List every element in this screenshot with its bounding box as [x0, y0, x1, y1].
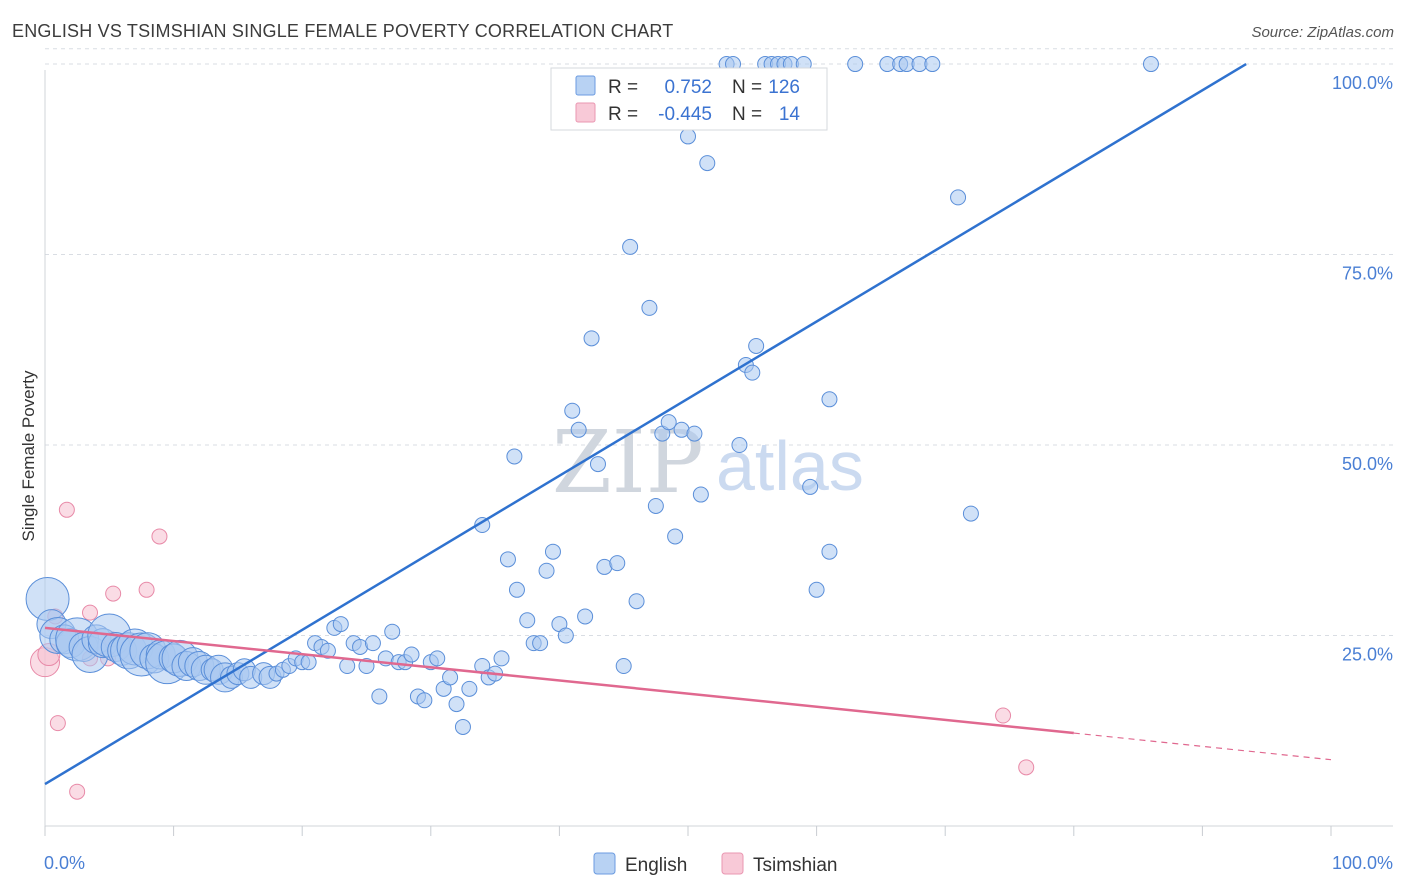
english-point	[564, 402, 581, 419]
english-point	[384, 623, 401, 640]
english-point	[924, 56, 941, 73]
english-point	[1142, 56, 1159, 73]
english-point	[583, 330, 600, 347]
legend-tsimshian-r-value: -0.445	[658, 104, 712, 125]
y-axis-label: Single Female Poverty	[19, 370, 38, 542]
english-trend-line	[44, 62, 1247, 786]
tsimshian-points	[30, 501, 1035, 800]
y-tick-label: 25.0%	[1342, 645, 1393, 665]
english-point	[821, 391, 838, 408]
english-point	[416, 692, 433, 709]
y-tick-labels: 25.0% 50.0% 75.0% 100.0%	[1332, 73, 1393, 664]
y-tick-label: 75.0%	[1342, 264, 1393, 284]
english-point	[622, 238, 639, 255]
tsimshian-point	[151, 528, 168, 545]
legend-tsimshian-swatch	[575, 102, 596, 123]
tsimshian-point	[105, 585, 122, 602]
y-tick-label: 50.0%	[1342, 454, 1393, 474]
english-point	[339, 657, 356, 674]
tsimshian-point	[1018, 759, 1035, 776]
english-point	[448, 696, 465, 713]
tsimshian-trend-line-extension	[1073, 732, 1332, 761]
english-point	[686, 425, 703, 442]
legend-english-r-value: 0.752	[664, 77, 712, 98]
english-points	[25, 56, 1159, 735]
tsimshian-trend-line	[44, 626, 1074, 735]
english-point	[660, 414, 677, 431]
english-point	[557, 627, 574, 644]
legend-stats: R = 0.752 N = 126 R = -0.445 N = 14	[550, 67, 828, 131]
english-point	[332, 616, 349, 633]
trend-lines	[44, 62, 1332, 786]
tsimshian-point	[82, 604, 99, 621]
english-point	[371, 688, 388, 705]
legend-tsimshian-n-value: 14	[779, 104, 801, 125]
english-point	[680, 128, 696, 145]
bottom-legend-english-label[interactable]: English	[625, 855, 687, 876]
gridlines	[45, 48, 1393, 637]
legend-english-n-label: N =	[732, 77, 762, 98]
legend-tsimshian-r-label: R =	[608, 104, 638, 125]
english-point	[403, 646, 420, 663]
english-point	[641, 299, 658, 316]
english-point	[628, 593, 645, 610]
english-point	[461, 680, 478, 697]
english-point	[577, 608, 594, 625]
english-point	[300, 654, 317, 671]
bottom-legend-tsimshian-swatch[interactable]	[721, 852, 744, 875]
english-point	[519, 612, 536, 629]
legend-english-n-value: 126	[768, 77, 800, 98]
tsimshian-point	[69, 783, 86, 800]
english-point	[429, 650, 446, 667]
english-point	[609, 555, 626, 572]
legend-tsimshian-n-label: N =	[732, 104, 762, 125]
english-point	[364, 635, 381, 652]
bottom-legend-english-swatch[interactable]	[593, 852, 616, 875]
english-point	[808, 581, 825, 598]
english-point	[692, 486, 709, 503]
english-point	[454, 718, 471, 735]
chart-title: ENGLISH VS TSIMSHIAN SINGLE FEMALE POVER…	[12, 21, 674, 41]
bottom-legend-tsimshian-label[interactable]: Tsimshian	[753, 855, 837, 876]
english-point	[821, 543, 838, 560]
english-point	[532, 635, 549, 652]
x-ticks	[44, 826, 1332, 836]
english-point	[950, 189, 967, 206]
english-point	[667, 528, 684, 545]
english-point	[615, 657, 632, 674]
english-point	[442, 669, 459, 686]
english-point	[499, 551, 516, 568]
y-tick-label: 100.0%	[1332, 73, 1393, 93]
english-point	[570, 421, 587, 438]
legend-series: English Tsimshian	[593, 852, 837, 876]
english-point	[748, 337, 765, 354]
english-point	[647, 497, 664, 514]
english-point	[847, 56, 864, 73]
legend-english-swatch	[575, 75, 596, 96]
english-point	[589, 456, 606, 473]
english-point	[319, 642, 336, 659]
english-point	[506, 448, 523, 465]
english-point	[699, 155, 716, 172]
english-point	[744, 364, 761, 381]
x-tick-label-min: 0.0%	[44, 853, 85, 873]
axes	[44, 70, 1393, 827]
source-label: Source: ZipAtlas.com	[1251, 24, 1394, 41]
tsimshian-point	[58, 501, 75, 518]
english-point	[544, 543, 561, 560]
english-point	[508, 581, 525, 598]
x-tick-label-max: 100.0%	[1332, 853, 1393, 873]
english-point	[493, 650, 510, 667]
english-point	[731, 437, 748, 454]
english-point	[538, 562, 555, 579]
tsimshian-point	[49, 715, 66, 732]
english-point	[962, 505, 979, 522]
tsimshian-point	[995, 707, 1012, 724]
legend-box	[550, 67, 828, 131]
tsimshian-point	[138, 581, 155, 598]
legend-english-r-label: R =	[608, 77, 638, 98]
english-point	[802, 478, 819, 495]
